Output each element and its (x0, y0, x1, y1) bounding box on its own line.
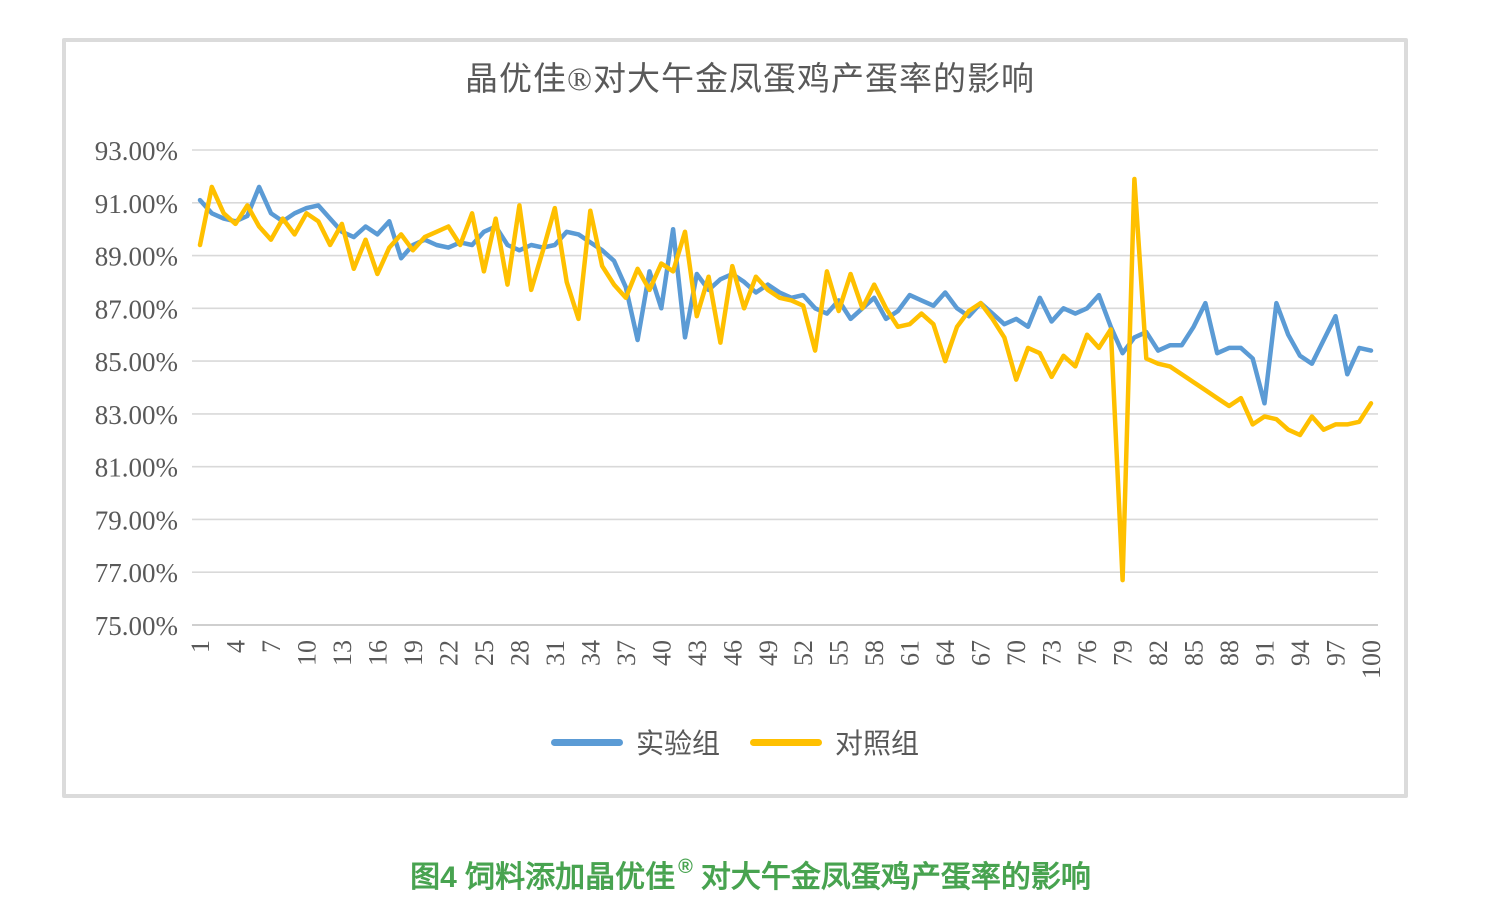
y-axis-tick-label: 75.00% (95, 611, 178, 641)
x-axis-tick-label: 97 (1322, 640, 1351, 666)
registered-trademark-symbol: ® (678, 856, 693, 878)
chart-title: 晶优佳®对大午金凤蛋鸡产蛋率的影响 (464, 62, 1036, 98)
x-axis-tick-label: 91 (1251, 640, 1280, 666)
x-axis-tick-label: 70 (1002, 640, 1031, 666)
control-series-line (197, 176, 1374, 583)
x-axis-tick-label: 34 (576, 640, 605, 666)
y-axis-tick-label: 77.00% (95, 558, 178, 588)
x-axis-tick-label: 37 (612, 640, 641, 666)
x-axis-tick-label: 4 (221, 640, 250, 653)
x-axis-tick-label: 31 (541, 640, 570, 666)
legend: 实验组 对照组 (66, 722, 1404, 762)
y-axis-tick-label: 81.00% (95, 453, 178, 483)
legend-item-experimental: 实验组 (550, 722, 720, 762)
x-axis-tick-label: 58 (860, 640, 889, 666)
x-axis-tick-label: 25 (470, 640, 499, 666)
plot-area: 93.00% 91.00% 89.00% 87.00% 85.00% 83.00% 81.0… (95, 136, 1386, 679)
legend-item-control: 对照组 (750, 722, 919, 762)
x-axis-tick-label: 82 (1144, 640, 1173, 666)
x-axis-tick-label: 28 (505, 640, 534, 666)
caption-suffix: 对大午金凤蛋鸡产蛋率的影响 (700, 861, 1091, 894)
x-axis-tick-label: 19 (399, 640, 428, 666)
y-axis-tick-label: 83.00% (95, 400, 178, 430)
caption-prefix: 图4 饲料添加晶优佳 (410, 861, 676, 894)
x-axis-tick-label: 13 (328, 640, 357, 666)
x-axis-tick-label: 100 (1357, 640, 1386, 679)
control-line-swatch (750, 738, 822, 746)
y-axis-tick-label: 79.00% (95, 505, 178, 535)
figure-caption: 图4 饲料添加晶优佳 ® 对大午金凤蛋鸡产蛋率的影响 (0, 852, 1501, 896)
x-axis-tick-label: 16 (363, 640, 392, 666)
x-axis-tick-label: 88 (1215, 640, 1244, 666)
x-axis-tick-label: 67 (967, 640, 996, 666)
legend-label-experimental: 实验组 (635, 729, 720, 760)
x-axis-tick-label: 52 (789, 640, 818, 666)
y-axis-tick-label: 85.00% (95, 347, 178, 377)
x-axis-tick-label: 46 (718, 640, 747, 666)
x-axis-tick-label: 94 (1286, 640, 1315, 666)
y-axis-tick-label: 93.00% (95, 136, 178, 166)
x-axis-tick-label: 10 (292, 640, 321, 666)
x-axis-tick-label: 7 (257, 640, 286, 653)
x-axis-tick-label: 64 (931, 640, 960, 666)
x-axis-tick-label: 85 (1180, 640, 1209, 666)
x-axis-tick-label: 1 (186, 640, 215, 653)
y-axis-tick-label: 89.00% (95, 242, 178, 272)
x-axis-tick-label: 73 (1038, 640, 1067, 666)
experimental-series-line (197, 184, 1374, 406)
x-axis-tick-label: 22 (434, 640, 463, 666)
x-axis-tick-label: 55 (825, 640, 854, 666)
y-axis-tick-label: 87.00% (95, 294, 178, 324)
x-axis-tick-label: 76 (1073, 640, 1102, 666)
x-axis-tick-label: 61 (896, 640, 925, 666)
x-axis-tick-label: 49 (754, 640, 783, 666)
experimental-line-swatch (550, 738, 623, 746)
x-axis-tick-label: 40 (647, 640, 676, 666)
x-axis-tick-label: 79 (1109, 640, 1138, 666)
legend-label-control: 对照组 (835, 729, 920, 760)
y-axis-tick-label: 91.00% (95, 189, 178, 219)
x-axis-tick-label: 43 (683, 640, 712, 666)
chart-container: 93.00% 91.00% 89.00% 87.00% 85.00% 83.00% 81.0… (62, 38, 1408, 798)
